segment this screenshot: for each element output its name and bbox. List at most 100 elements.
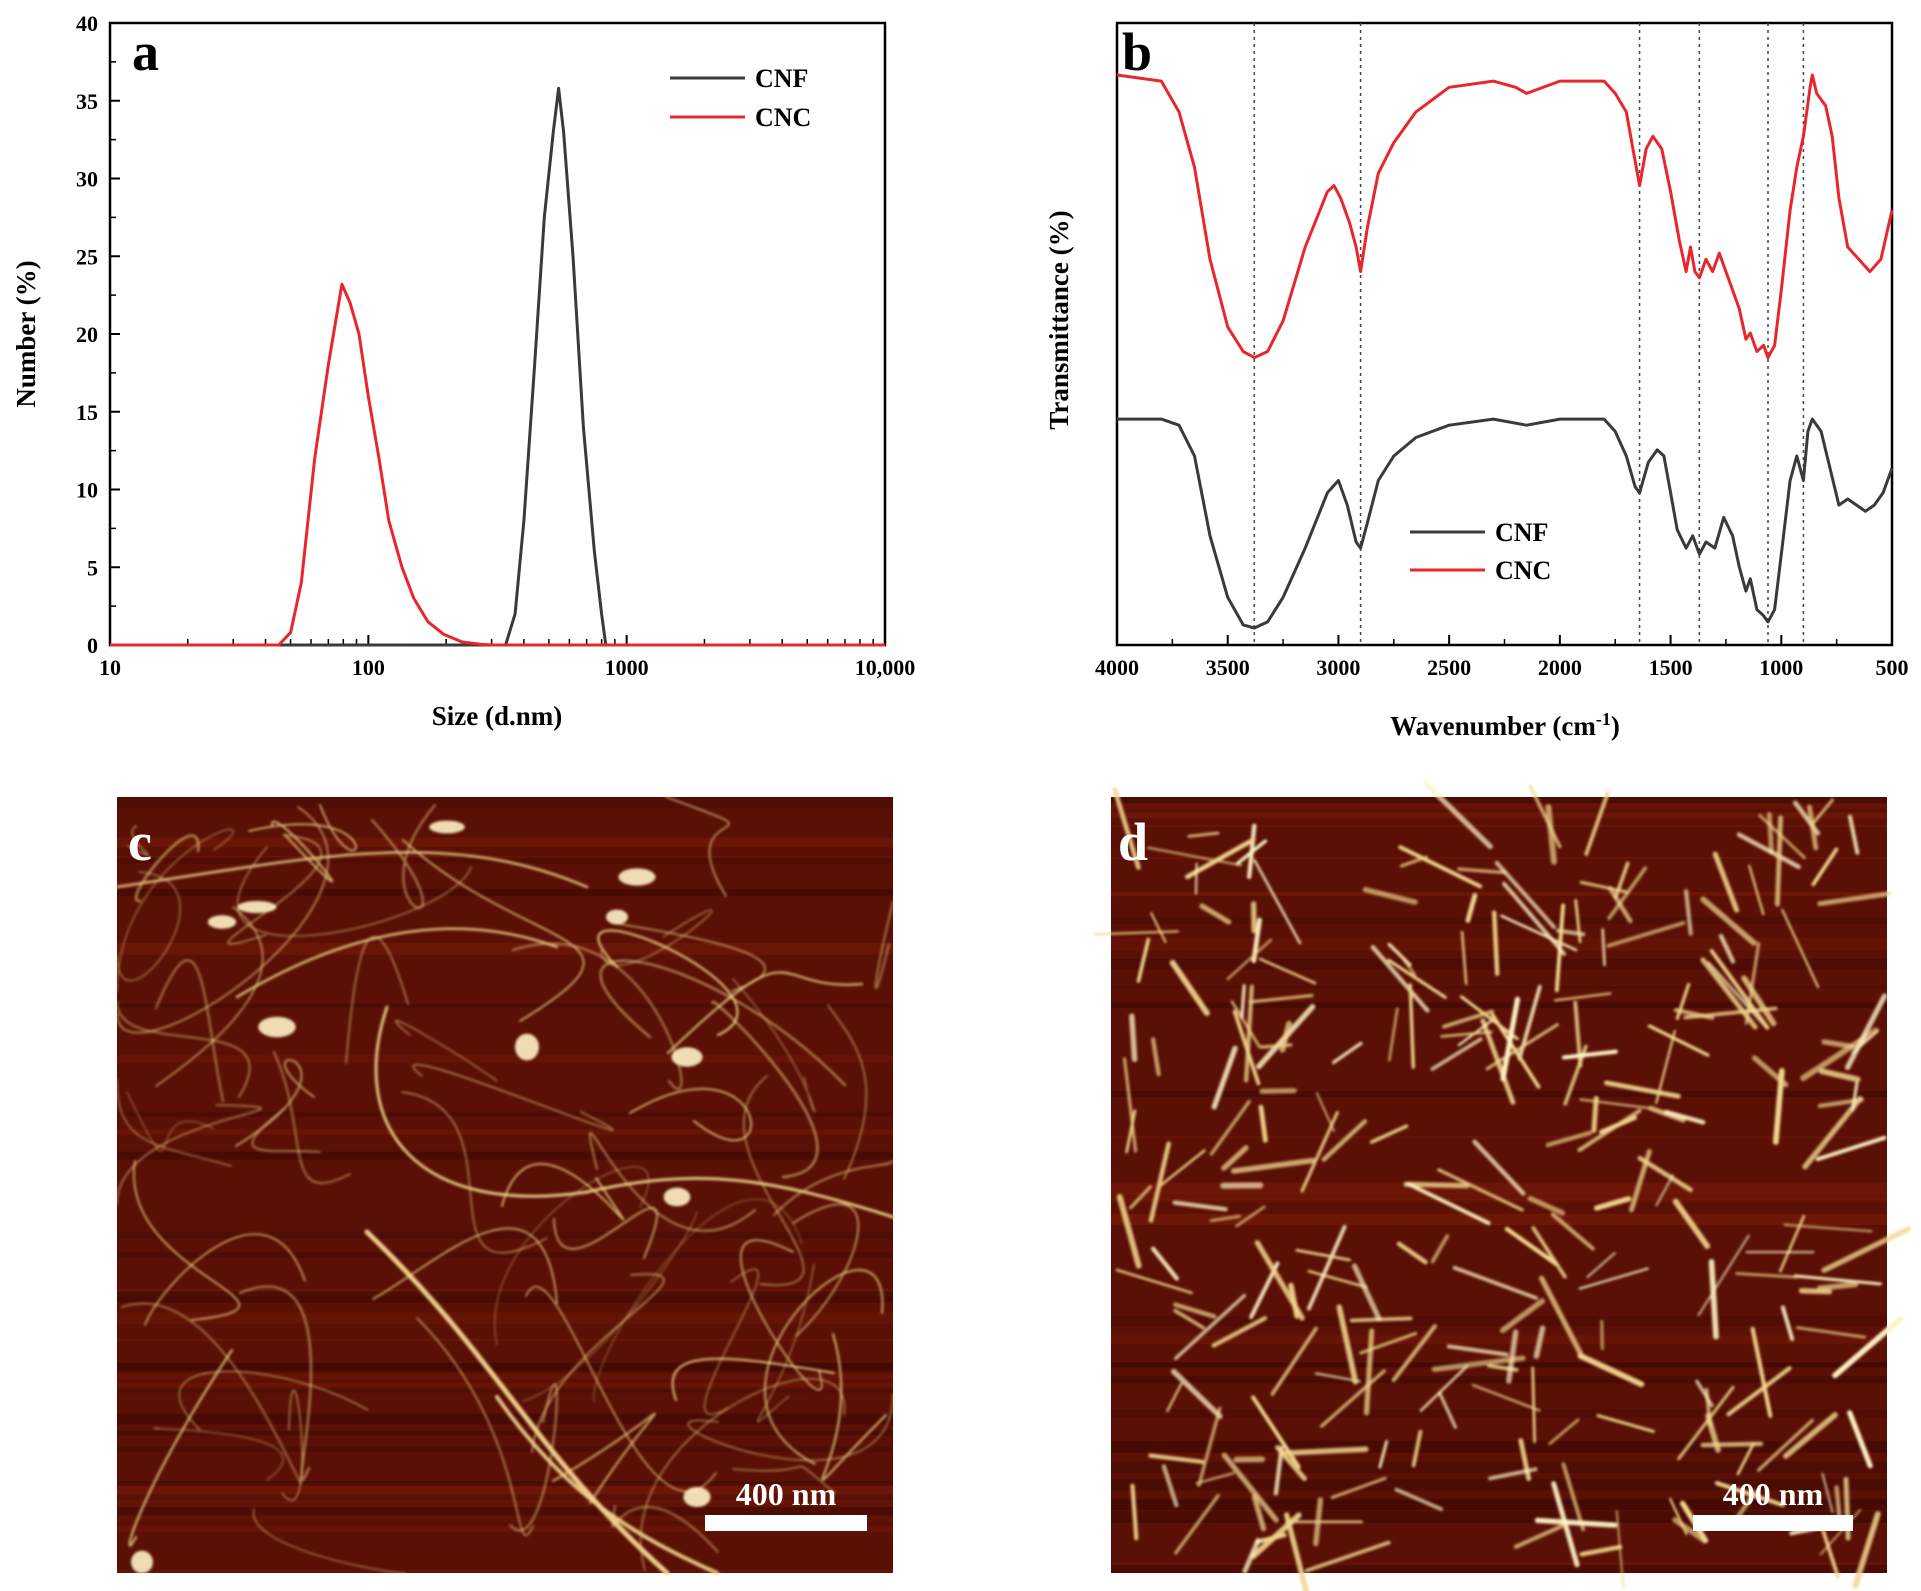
afm-fibril [740,1239,823,1391]
afm-nanocrystal [1235,839,1268,866]
x-label-end: ) [1611,711,1620,741]
afm-nanocrystal [1591,1095,1599,1133]
afm-nanocrystal [1221,1145,1249,1171]
afm-fibril [416,1317,534,1536]
afm-nanocrystal [1726,1366,1792,1417]
afm-nanocrystal [1663,1109,1706,1125]
afm-aggregate [683,1486,711,1508]
afm-aggregate [207,915,237,929]
afm-scan-band [117,1129,893,1135]
afm-nanocrystal [1528,784,1562,849]
afm-nanocrystal [1259,1087,1297,1094]
afm-nanocrystal [1130,1483,1139,1541]
panel-a-dls-chart: 0 5 10 15 20 25 30 35 40 10 100 1000 10,000 a CNF CN… [11,11,915,731]
afm-nanocrystal [1705,1413,1721,1453]
afm-nanocrystal [1669,1497,1688,1536]
afm-nanocrystal [1226,938,1273,981]
afm-fibril [144,1233,306,1326]
afm-nanocrystal [1500,996,1521,1082]
afm-scan-band [117,888,893,896]
afm-nanocrystal [1115,1268,1193,1295]
afm-fibril [238,1285,313,1482]
afm-nanocrystal [1394,1487,1444,1512]
afm-scan-band [1111,1002,1887,1008]
panel-b-x-tick-label: 3500 [1206,655,1250,680]
afm-nanocrystal [1254,1239,1305,1321]
afm-nanocrystal [1817,1281,1859,1291]
afm-nanocrystal [1459,995,1519,1041]
afm-nanocrystal [1700,1441,1764,1448]
afm-nanocrystal [1751,1055,1789,1088]
afm-scan-band [117,943,893,955]
afm-nanocrystal [1809,798,1835,827]
afm-nanocrystal [1802,1096,1863,1170]
afm-d-scale-label: 400 nm [1723,1476,1824,1512]
afm-nanocrystal [1122,1057,1138,1153]
afm-fibril [395,1020,498,1082]
afm-fibril [116,829,234,993]
afm-nanocrystal [1601,928,1606,967]
afm-nanocrystal [1362,887,1418,905]
afm-nanocrystal [1821,1472,1834,1514]
afm-scan-band [117,1570,893,1573]
afm-nanocrystal [1170,1368,1223,1420]
panel-c-afm-image: c 400 nm [115,796,895,1576]
afm-scan-band [117,1338,893,1342]
panel-b-x-tick-label: 1000 [1759,655,1803,680]
afm-nanocrystal [1796,1326,1866,1339]
afm-nanocrystal [1387,958,1447,999]
afm-nanocrystal [1744,941,1761,1025]
afm-scan-band [1111,959,1887,970]
afm-nanocrystal [1240,984,1246,1019]
afm-scan-band [1111,1182,1887,1194]
afm-nanocrystal [1736,832,1801,870]
afm-nanocrystal [1406,1182,1491,1226]
panel-a-y-tick-label: 25 [76,244,98,269]
afm-nanocrystal [1527,1195,1566,1216]
afm-nanocrystal [1431,1355,1526,1373]
panel-b-x-tick-label: 2500 [1427,655,1471,680]
afm-nanocrystal [1531,1226,1567,1279]
afm-fibril [495,1395,719,1575]
afm-nanocrystal [1452,1265,1539,1300]
afm-nanocrystal [1793,1274,1882,1286]
afm-nanocrystal [1250,901,1257,934]
afm-fibril [522,1211,698,1402]
afm-scan-band [1111,1136,1887,1139]
afm-scan-band [1111,1362,1887,1367]
afm-nanocrystal [1112,787,1141,870]
afm-nanocrystal [1230,1000,1262,1049]
afm-nanocrystal [1253,859,1302,945]
afm-nanocrystal [1398,845,1483,889]
afm-nanocrystal [1172,1200,1228,1212]
afm-fibril [732,1465,836,1494]
afm-scan-band [117,1151,893,1160]
afm-nanocrystal [1129,1013,1138,1063]
afm-scan-band [1111,824,1887,827]
afm-nanocrystal [1579,1098,1651,1110]
legend-b-cnc-label: CNC [1495,556,1551,585]
afm-fibril [687,1393,894,1462]
afm-nanocrystal [1295,1248,1351,1262]
afm-nanocrystal [1243,984,1254,1083]
afm-nanocrystal [1781,908,1820,989]
afm-nanocrystal [1221,1452,1279,1523]
afm-fibril [611,1505,719,1553]
afm-fibril [121,1302,302,1485]
panel-a-y-tick-label: 0 [87,633,98,658]
afm-nanocrystal [1548,1418,1580,1445]
afm-nanocrystal [1818,1068,1861,1083]
afm-nanocrystal [1613,861,1630,900]
afm-c-scale-bar [705,1515,867,1531]
afm-nanocrystal [1600,1319,1604,1350]
afm-fibril [402,839,585,1022]
afm-fibril [155,906,264,1087]
panel-b-reference-lines [1253,23,1805,645]
afm-scan-band [117,1446,893,1452]
afm-nanocrystal [1351,1263,1382,1322]
afm-scan-band [1111,1478,1887,1491]
afm-nanocrystal [1807,804,1819,851]
afm-scan-band [117,1483,893,1495]
afm-fibril [248,804,357,852]
afm-scan-band [1111,1376,1887,1382]
